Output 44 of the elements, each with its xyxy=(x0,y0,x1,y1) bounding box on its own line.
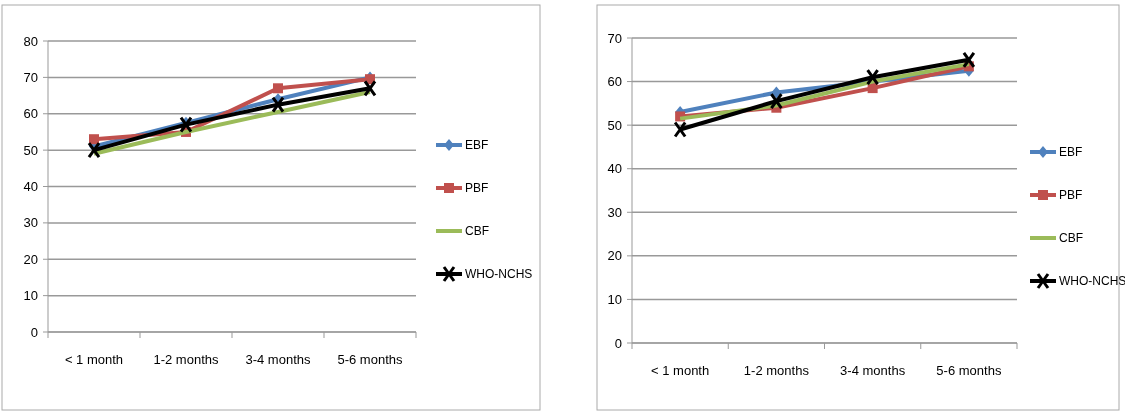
legend-label: WHO-NCHS xyxy=(465,267,533,282)
y-tick-label: 10 xyxy=(23,288,38,304)
legend-label: CBF xyxy=(465,224,489,239)
y-tick-label: 50 xyxy=(607,117,622,133)
point xyxy=(867,83,878,94)
x-tick-label: 1-2 months xyxy=(743,363,810,378)
x-tick-label: 3-4 months xyxy=(245,352,312,367)
y-tick-label: 0 xyxy=(30,324,38,340)
x-tick-label: < 1 month xyxy=(651,363,710,378)
y-tick-label: 40 xyxy=(607,161,622,177)
point xyxy=(273,83,283,94)
y-tick-label: 30 xyxy=(607,204,622,220)
y-tick-label: 40 xyxy=(23,179,38,195)
point xyxy=(179,116,193,134)
y-tick-label: 20 xyxy=(23,251,38,267)
point xyxy=(962,51,976,69)
legend-label: PBF xyxy=(465,181,489,196)
legend-label: EBF xyxy=(1059,145,1083,160)
point xyxy=(87,141,101,159)
point xyxy=(769,92,783,110)
y-tick-label: 30 xyxy=(23,215,38,231)
y-tick-label: 50 xyxy=(23,142,38,158)
point xyxy=(673,121,687,138)
point xyxy=(866,68,880,86)
x-tick-label: < 1 month xyxy=(64,352,124,367)
point xyxy=(363,79,377,97)
y-tick-label: 20 xyxy=(607,248,622,264)
y-tick-label: 60 xyxy=(607,74,622,90)
legend-label: EBF xyxy=(465,138,489,153)
x-tick-label: 5-6 months xyxy=(936,363,1002,378)
y-tick-label: 10 xyxy=(607,291,622,307)
x-tick-label: 1-2 months xyxy=(153,352,220,367)
x-tick-label: 5-6 months xyxy=(337,352,404,367)
legend-label: WHO-NCHS xyxy=(1059,274,1125,289)
x-tick-label: 3-4 months xyxy=(840,363,906,378)
y-tick-label: 70 xyxy=(23,69,38,85)
y-tick-label: 70 xyxy=(607,30,622,46)
point xyxy=(271,96,285,114)
point xyxy=(89,134,99,145)
y-tick-label: 60 xyxy=(23,106,38,122)
legend-label: CBF xyxy=(1059,231,1083,246)
y-tick-label: 80 xyxy=(23,33,38,49)
y-tick-label: 0 xyxy=(614,335,622,351)
legend-label: PBF xyxy=(1059,188,1083,203)
